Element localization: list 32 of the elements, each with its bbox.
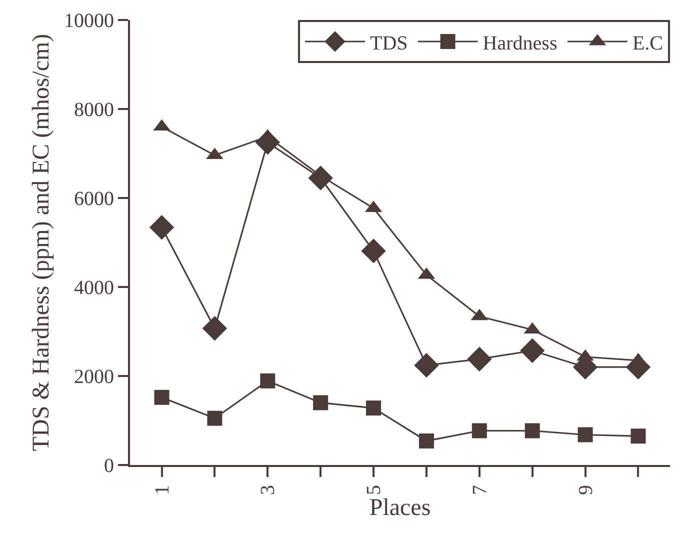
x-tick-label: 1 (151, 485, 174, 495)
point (418, 433, 434, 448)
y-tick-label: 8000 (74, 99, 114, 121)
point (313, 395, 328, 410)
x-tick-label: 3 (257, 485, 280, 495)
point (361, 238, 386, 264)
y-tick-label: 2000 (74, 366, 114, 388)
point (149, 215, 174, 240)
point (154, 390, 170, 405)
y-tick-label: 4000 (74, 277, 114, 299)
point (630, 428, 646, 444)
point (467, 346, 492, 372)
point (207, 410, 222, 426)
x-tick-label: 7 (468, 485, 491, 495)
x-tick-label: 5 (363, 485, 386, 495)
point (260, 373, 276, 388)
point (524, 423, 540, 438)
y-tick-label: 10000 (64, 10, 114, 32)
x-axis-title: Places (369, 495, 431, 521)
x-tick-label: 9 (574, 485, 597, 495)
y-tick-label: 0 (104, 455, 114, 477)
y-tick-label: 6000 (74, 188, 114, 210)
point (578, 427, 593, 442)
point (414, 352, 439, 378)
legend-label: TDS (370, 32, 408, 54)
y-axis-title: TDS & Hardness (ppm) and EC (mhos/cm) (28, 34, 55, 452)
point (366, 400, 382, 416)
legend-label: E.C (632, 32, 663, 54)
point (472, 423, 487, 438)
point (202, 316, 228, 341)
legend-label: Hardness (482, 32, 558, 54)
point (520, 338, 545, 363)
